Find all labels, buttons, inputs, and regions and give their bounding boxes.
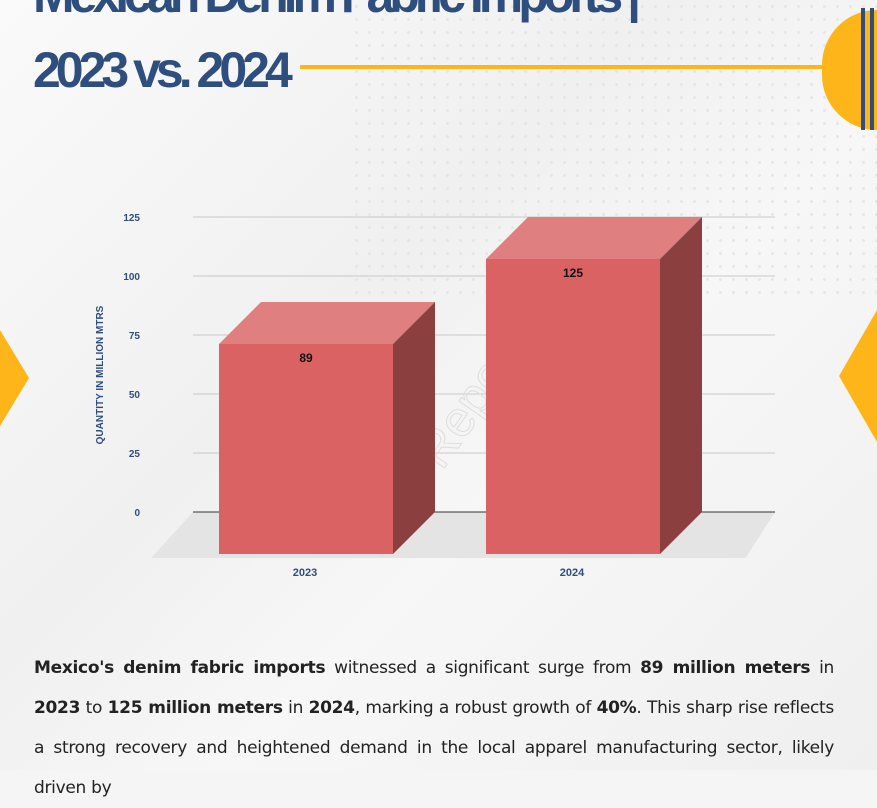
bar-front-face	[486, 259, 660, 554]
page-title-line1: Mexican Denim Fabric Imports |	[33, 0, 641, 20]
text-bold: 2024	[308, 698, 355, 718]
decor-triangle-left	[0, 330, 29, 426]
text-bold: Mexico's denim fabric imports	[34, 658, 326, 678]
text-bold: 125 million meters	[107, 698, 283, 718]
bar-top-face	[219, 301, 435, 344]
decor-stripe	[870, 8, 874, 130]
bar-top-face	[486, 217, 702, 259]
y-tick-label: 50	[129, 390, 141, 401]
text-bold: 89 million meters	[640, 658, 811, 678]
data-label: 125	[563, 266, 583, 280]
y-tick-label: 100	[123, 272, 140, 283]
decor-triangle-right	[839, 310, 877, 442]
bar-front-face	[219, 343, 393, 554]
text: to	[80, 698, 108, 718]
text: witnessed a significant surge from	[325, 658, 641, 678]
text-bold: 40%	[596, 698, 637, 718]
text: in	[282, 698, 309, 718]
bar-2023: 89	[219, 301, 435, 554]
y-tick-label: 25	[129, 449, 141, 460]
x-tick-label: 2023	[293, 567, 317, 579]
text: in	[810, 658, 834, 678]
y-axis-label: QUANTITY IN MILLION MTRS	[95, 305, 106, 444]
x-tick-label: 2024	[560, 567, 585, 579]
data-label: 89	[299, 351, 313, 365]
bar-side-face	[393, 301, 435, 554]
y-tick-label: 75	[129, 331, 141, 342]
decor-stripe	[861, 8, 865, 130]
text-bold: 2023	[34, 698, 81, 718]
description-paragraph: Mexico's denim fabric imports witnessed …	[34, 648, 834, 808]
title-underline	[300, 65, 830, 69]
text: , marking a robust growth of	[354, 698, 597, 718]
bar-side-face	[660, 217, 702, 554]
y-tick-label: 0	[134, 508, 140, 519]
y-tick-label: 125	[123, 213, 140, 224]
page-title-line2: 2023 vs. 2024	[33, 42, 293, 98]
bar-2024: 125	[486, 217, 702, 554]
